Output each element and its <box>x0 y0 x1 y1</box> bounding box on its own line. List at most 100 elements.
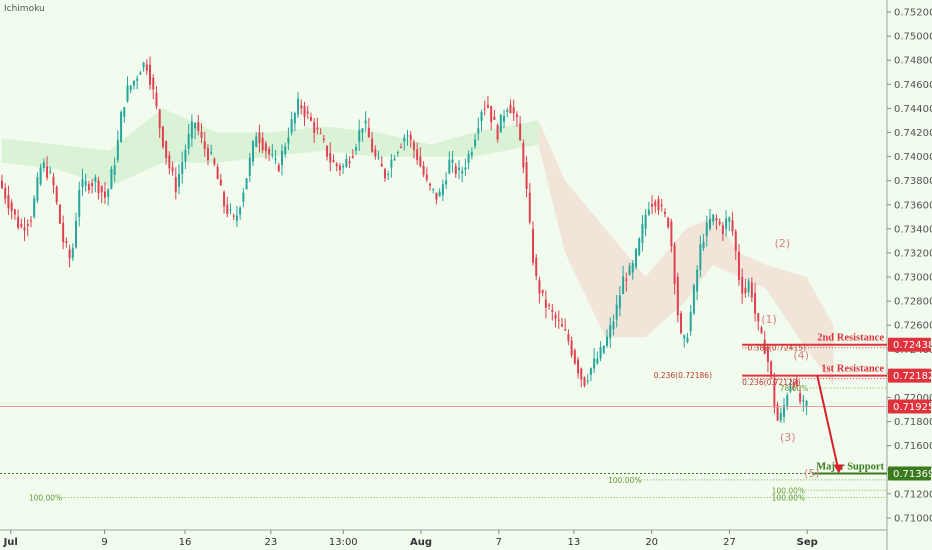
candle-body <box>480 112 483 122</box>
candle-body <box>670 221 673 246</box>
candle-body <box>342 165 345 168</box>
y-tick-label: 0.71800 <box>894 417 932 428</box>
candle-body <box>242 192 245 202</box>
candle-body <box>29 220 32 222</box>
candle-body <box>107 189 110 197</box>
price-axis-panel <box>887 0 932 550</box>
first-resistance-label: 1st Resistance <box>821 364 884 375</box>
candle-body <box>322 138 325 141</box>
candle-body <box>429 183 432 186</box>
candle-body <box>705 222 708 237</box>
candle-body <box>65 240 68 244</box>
candle-body <box>7 195 10 209</box>
candle-body <box>795 380 798 387</box>
candle-body <box>686 337 689 343</box>
candle-body <box>149 64 152 85</box>
candle-body <box>329 152 332 163</box>
candle-body <box>94 177 97 182</box>
candle-body <box>596 358 599 364</box>
candle-body <box>548 305 551 307</box>
candle-body <box>554 314 557 319</box>
candle-body <box>783 405 786 417</box>
fib-label: 0.236(0.72127) <box>742 378 800 387</box>
candle-body <box>306 111 309 114</box>
candle-body <box>625 279 628 281</box>
candle-body <box>599 347 602 359</box>
y-tick-label: 0.73400 <box>894 224 932 235</box>
candle-body <box>747 280 750 292</box>
candle-body <box>194 122 197 129</box>
wave-label: (4) <box>793 349 809 362</box>
candle-body <box>10 202 13 211</box>
candle-body <box>528 192 531 223</box>
candle-body <box>110 168 113 190</box>
candle-body <box>42 162 45 169</box>
candle-body <box>586 380 589 382</box>
candle-body <box>606 336 609 346</box>
candle-body <box>580 368 583 380</box>
candle-body <box>560 324 563 327</box>
candle-body <box>113 165 116 175</box>
candle-body <box>190 121 193 139</box>
candle-body <box>91 183 94 187</box>
y-tick-label: 0.71000 <box>894 513 932 524</box>
candle-body <box>239 207 242 215</box>
candle-body <box>78 190 81 218</box>
candle-body <box>792 382 795 387</box>
candle-body <box>467 154 470 163</box>
candle-body <box>403 137 406 142</box>
candle-body <box>226 204 229 215</box>
wave-label: (5) <box>804 467 820 480</box>
candle-body <box>667 218 670 228</box>
y-tick-label: 0.75000 <box>894 32 932 43</box>
x-tick-label: 7 <box>496 537 502 548</box>
candle-body <box>33 198 36 217</box>
candle-body <box>464 167 467 170</box>
price-tag-label: 0.71369 <box>893 469 932 480</box>
candle-body <box>486 104 489 108</box>
candle-body <box>776 404 779 421</box>
candle-body <box>274 158 277 160</box>
candle-body <box>519 123 522 141</box>
candle-body <box>116 139 119 161</box>
candle-body <box>264 143 267 152</box>
projection-arrow-head <box>833 464 844 474</box>
wave-label: (2) <box>775 237 791 250</box>
x-tick-label: 9 <box>101 537 107 548</box>
indicator-label: Ichimoku <box>4 4 45 14</box>
candle-body <box>557 319 560 321</box>
candle-body <box>75 220 78 248</box>
fib-label: 0.382(0.72415) <box>748 344 806 353</box>
candle-body <box>4 187 7 199</box>
candle-body <box>290 119 293 133</box>
candle-body <box>46 166 49 178</box>
candle-body <box>512 107 515 114</box>
candle-body <box>789 385 792 392</box>
candle-body <box>680 313 683 334</box>
fib-label: 100.00% <box>772 486 805 495</box>
candle-body <box>461 171 464 174</box>
candle-body <box>348 161 351 164</box>
x-tick-label: Jul <box>3 537 18 548</box>
candle-body <box>71 248 74 259</box>
candle-body <box>284 146 287 155</box>
candle-body <box>39 167 42 185</box>
candle-body <box>593 358 596 369</box>
candle-body <box>451 159 454 163</box>
candle-body <box>23 227 26 231</box>
candle-body <box>766 346 769 362</box>
candle-body <box>97 180 100 194</box>
candle-body <box>332 160 335 163</box>
candle-body <box>364 120 367 124</box>
candle-body <box>544 299 547 308</box>
candle-body <box>261 137 264 151</box>
candle-body <box>300 105 303 109</box>
price-tag-bg <box>888 368 931 383</box>
price-tag-bg <box>888 466 931 481</box>
y-tick-label: 0.73800 <box>894 176 932 187</box>
candle-body <box>615 304 618 320</box>
x-tick-label: 13 <box>568 537 581 548</box>
candle-body <box>712 214 715 222</box>
